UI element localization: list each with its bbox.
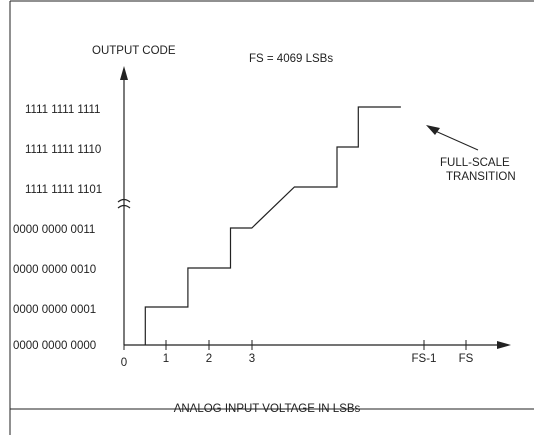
- y-axis-arrow: [120, 66, 128, 80]
- y-tick-label: 0000 0000 0000: [13, 340, 96, 352]
- y-tick-label: 1111 1111 1110: [25, 144, 101, 156]
- full-scale-label-line2: TRANSITION: [446, 171, 516, 183]
- x-axis-arrow: [497, 341, 511, 349]
- y-tick-label: 1111 1111 1101: [25, 184, 102, 196]
- full-scale-arrow-head: [426, 125, 440, 135]
- x-tick-label: 3: [249, 353, 255, 365]
- x-tick-label: FS: [459, 353, 474, 365]
- y-tick-label: 0000 0000 0011: [13, 224, 95, 236]
- y-tick-label: 0000 0000 0001: [13, 304, 96, 316]
- x-tick-label: 0: [121, 357, 127, 369]
- x-tick-label: 1: [163, 353, 169, 365]
- full-scale-label-line1: FULL-SCALE: [440, 157, 510, 169]
- y-axis-label: OUTPUT CODE: [92, 45, 176, 57]
- fs-note: FS = 4069 LSBs: [249, 53, 333, 65]
- x-tick-label: 2: [206, 353, 212, 365]
- y-axis-break: [117, 198, 131, 209]
- transfer-function-line: [144, 106, 401, 345]
- x-tick-label: FS-1: [412, 353, 437, 365]
- y-tick-label: 1111 1111 1111: [25, 104, 100, 116]
- x-axis-label: ANALOG INPUT VOLTAGE IN LSBs: [174, 403, 361, 415]
- full-scale-arrow-line: [432, 129, 479, 151]
- y-tick-label: 0000 0000 0010: [13, 264, 96, 276]
